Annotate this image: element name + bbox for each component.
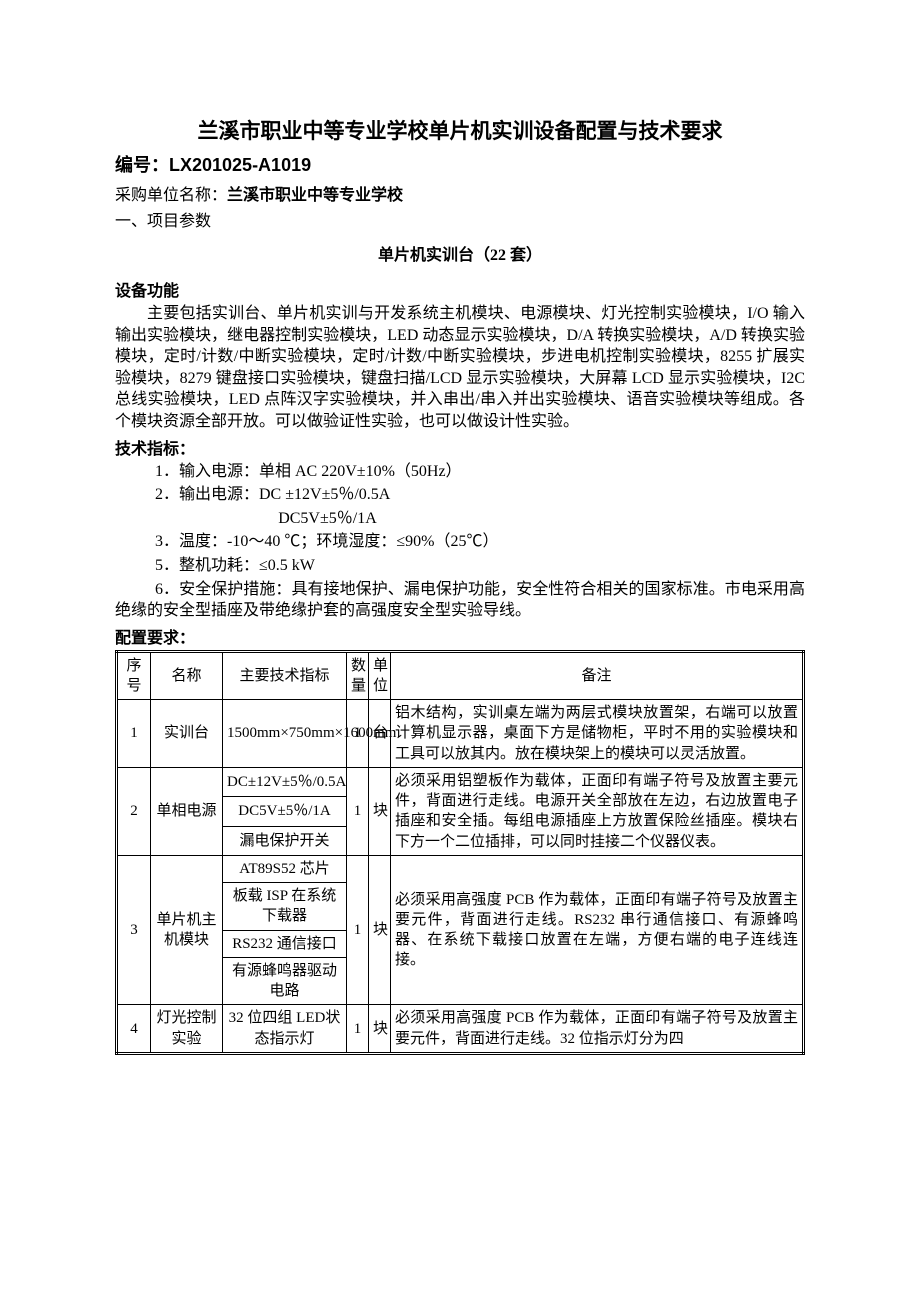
buyer-name: 兰溪市职业中等专业学校 — [227, 187, 403, 204]
document-title: 兰溪市职业中等专业学校单片机实训设备配置与技术要求 — [115, 115, 805, 145]
cell-name: 灯光控制实验 — [151, 1005, 223, 1054]
cell-spec: 板载 ISP 在系统下载器 — [223, 883, 347, 931]
cell-spec: 有源蜂鸣器驱动电路 — [223, 957, 347, 1005]
spec-line-3: 3．温度：-10～40 ℃；环境湿度：≤90%（25℃） — [115, 531, 805, 553]
buyer-line: 采购单位名称：兰溪市职业中等专业学校 — [115, 181, 805, 205]
cell-note: 必须采用高强度 PCB 作为载体，正面印有端子符号及放置主要元件，背面进行走线。… — [391, 855, 804, 1005]
heading-config: 配置要求： — [115, 624, 805, 648]
subtitle: 单片机实训台（22 套） — [115, 241, 805, 265]
table-row: 3 单片机主机模块 AT89S52 芯片 1 块 必须采用高强度 PCB 作为载… — [117, 855, 804, 882]
spec-line-2b: DC5V±5％/1A — [115, 508, 805, 530]
buyer-label: 采购单位名称： — [115, 187, 227, 204]
table-header-row: 序号 名称 主要技术指标 数量 单位 备注 — [117, 651, 804, 700]
cell-unit: 块 — [369, 767, 391, 855]
cell-spec: DC±12V±5％/0.5A — [223, 767, 347, 796]
cell-seq: 2 — [117, 767, 151, 855]
cell-spec: 1500mm×750mm×1600mm — [223, 700, 347, 768]
heading-spec: 技术指标： — [115, 435, 805, 459]
heading-function: 设备功能 — [115, 277, 805, 301]
section-number: 一、项目参数 — [115, 207, 805, 231]
config-table: 序号 名称 主要技术指标 数量 单位 备注 1 实训台 1500mm×750mm… — [115, 650, 805, 1055]
cell-name: 单相电源 — [151, 767, 223, 855]
cell-qty: 1 — [347, 855, 369, 1005]
cell-name: 单片机主机模块 — [151, 855, 223, 1005]
th-unit: 单位 — [369, 651, 391, 700]
spec-line-1: 1．输入电源：单相 AC 220V±10%（50Hz） — [115, 461, 805, 483]
cell-spec: 32 位四组 LED状态指示灯 — [223, 1005, 347, 1054]
cell-qty: 1 — [347, 767, 369, 855]
th-qty: 数量 — [347, 651, 369, 700]
cell-note: 必须采用铝塑板作为载体，正面印有端子符号及放置主要元件，背面进行走线。电源开关全… — [391, 767, 804, 855]
cell-name: 实训台 — [151, 700, 223, 768]
spec-line-6: 6．安全保护措施：具有接地保护、漏电保护功能，安全性符合相关的国家标准。市电采用… — [115, 579, 805, 622]
cell-qty: 1 — [347, 1005, 369, 1054]
cell-unit: 块 — [369, 855, 391, 1005]
cell-seq: 1 — [117, 700, 151, 768]
th-note: 备注 — [391, 651, 804, 700]
table-row: 2 单相电源 DC±12V±5％/0.5A 1 块 必须采用铝塑板作为载体，正面… — [117, 767, 804, 796]
th-name: 名称 — [151, 651, 223, 700]
cell-unit: 块 — [369, 1005, 391, 1054]
cell-spec: 漏电保护开关 — [223, 826, 347, 855]
cell-note: 必须采用高强度 PCB 作为载体，正面印有端子符号及放置主要元件，背面进行走线。… — [391, 1005, 804, 1054]
table-row: 4 灯光控制实验 32 位四组 LED状态指示灯 1 块 必须采用高强度 PCB… — [117, 1005, 804, 1054]
cell-note: 铝木结构，实训桌左端为两层式模块放置架，右端可以放置计算机显示器，桌面下方是储物… — [391, 700, 804, 768]
cell-seq: 3 — [117, 855, 151, 1005]
cell-spec: RS232 通信接口 — [223, 930, 347, 957]
function-paragraph: 主要包括实训台、单片机实训与开发系统主机模块、电源模块、灯光控制实验模块，I/O… — [115, 303, 805, 433]
cell-spec: AT89S52 芯片 — [223, 855, 347, 882]
table-row: 1 实训台 1500mm×750mm×1600mm 1 台 铝木结构，实训桌左端… — [117, 700, 804, 768]
cell-seq: 4 — [117, 1005, 151, 1054]
th-seq: 序号 — [117, 651, 151, 700]
serial-number: 编号：LX201025-A1019 — [115, 151, 805, 177]
cell-spec: DC5V±5％/1A — [223, 797, 347, 826]
document-page: 兰溪市职业中等专业学校单片机实训设备配置与技术要求 编号：LX201025-A1… — [0, 0, 920, 1302]
spec-line-5: 5．整机功耗：≤0.5 kW — [115, 555, 805, 577]
spec-line-2: 2．输出电源：DC ±12V±5％/0.5A — [115, 484, 805, 506]
th-spec: 主要技术指标 — [223, 651, 347, 700]
